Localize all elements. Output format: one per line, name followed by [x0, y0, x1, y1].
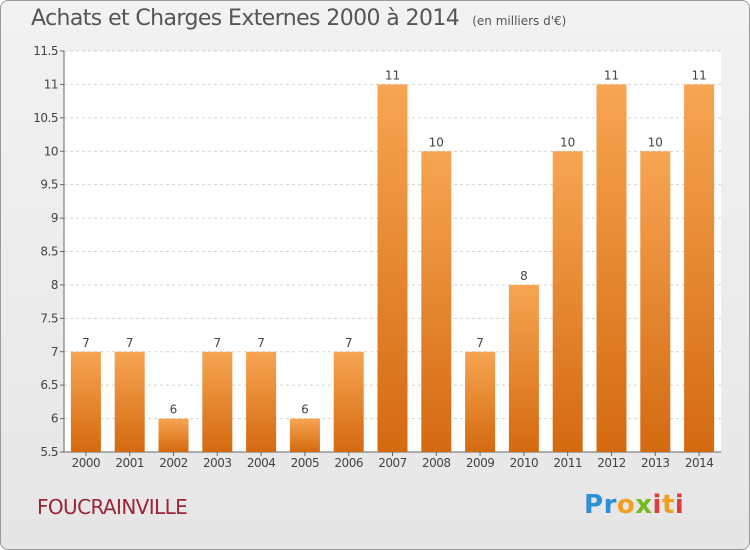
y-tick-label: 8.5: [40, 245, 58, 259]
chart-title: Achats et Charges Externes 2000 à 2014: [31, 6, 460, 31]
commune-name: FOUCRAINVILLE: [37, 495, 188, 519]
y-tick-label: 8: [51, 278, 58, 292]
x-tick-label: 2012: [597, 456, 626, 470]
bar-value-label: 11: [604, 68, 619, 82]
x-tick-label: 2009: [466, 456, 495, 470]
bar-2010: [508, 284, 539, 452]
bar-value-label: 7: [82, 336, 90, 350]
bar-value-label: 6: [301, 403, 309, 417]
bar-value-label: 10: [429, 135, 444, 149]
bar-2008: [421, 151, 452, 452]
bar-2012: [596, 84, 627, 453]
y-tick-label: 9.5: [40, 178, 58, 192]
y-tick-label: 7.5: [40, 311, 58, 325]
proxiti-logo[interactable]: Proxiti: [584, 490, 685, 520]
y-tick-label: 10.5: [33, 111, 58, 125]
y-tick-label: 6.5: [40, 378, 58, 392]
y-tick-label: 11.5: [33, 44, 58, 58]
bar-2005: [289, 418, 320, 452]
y-tick-label: 10: [44, 144, 58, 158]
bar-2003: [202, 351, 233, 452]
y-tick-label: 5.5: [40, 445, 58, 459]
bar-value-label: 10: [648, 135, 663, 149]
x-tick-label: 2004: [247, 456, 276, 470]
x-tick-label: 2010: [510, 456, 539, 470]
bar-2013: [640, 151, 671, 452]
bar-value-label: 10: [560, 135, 575, 149]
y-tick-label: 9: [51, 211, 58, 225]
x-tick-label: 2013: [641, 456, 670, 470]
bar-value-label: 7: [213, 336, 221, 350]
bar-2011: [552, 151, 583, 452]
bar-value-label: 6: [170, 403, 178, 417]
x-tick-label: 2002: [159, 456, 188, 470]
bar-value-label: 8: [520, 269, 528, 283]
x-tick-label: 2007: [378, 456, 407, 470]
bar-2001: [114, 351, 145, 452]
x-tick-label: 2008: [422, 456, 451, 470]
x-tick-label: 2001: [115, 456, 144, 470]
x-tick-label: 2005: [291, 456, 320, 470]
chart-subtitle: (en milliers d'€): [472, 14, 567, 28]
x-tick-label: 2003: [203, 456, 232, 470]
bar-2000: [70, 351, 101, 452]
bar-2004: [246, 351, 277, 452]
bar-value-label: 7: [345, 336, 353, 350]
bar-2002: [158, 418, 189, 452]
bar-2009: [465, 351, 496, 452]
bar-value-label: 7: [257, 336, 265, 350]
bar-2007: [377, 84, 408, 453]
x-tick-label: 2011: [553, 456, 582, 470]
bar-value-label: 11: [385, 68, 400, 82]
bar-value-label: 7: [126, 336, 134, 350]
bar-2014: [684, 84, 715, 453]
bar-value-label: 11: [691, 68, 706, 82]
bar-value-label: 7: [476, 336, 484, 350]
x-tick-label: 2006: [334, 456, 363, 470]
x-tick-label: 2014: [685, 456, 714, 470]
y-tick-label: 11: [44, 77, 58, 91]
y-tick-label: 6: [51, 412, 58, 426]
x-tick-label: 2000: [72, 456, 101, 470]
title-row: Achats et Charges Externes 2000 à 2014 (…: [31, 6, 566, 31]
bars: 7 7 6 7 7 6 7 11 10 7 8 10 11 10 11: [70, 68, 715, 453]
y-tick-label: 7: [51, 345, 58, 359]
bar-2006: [333, 351, 364, 452]
